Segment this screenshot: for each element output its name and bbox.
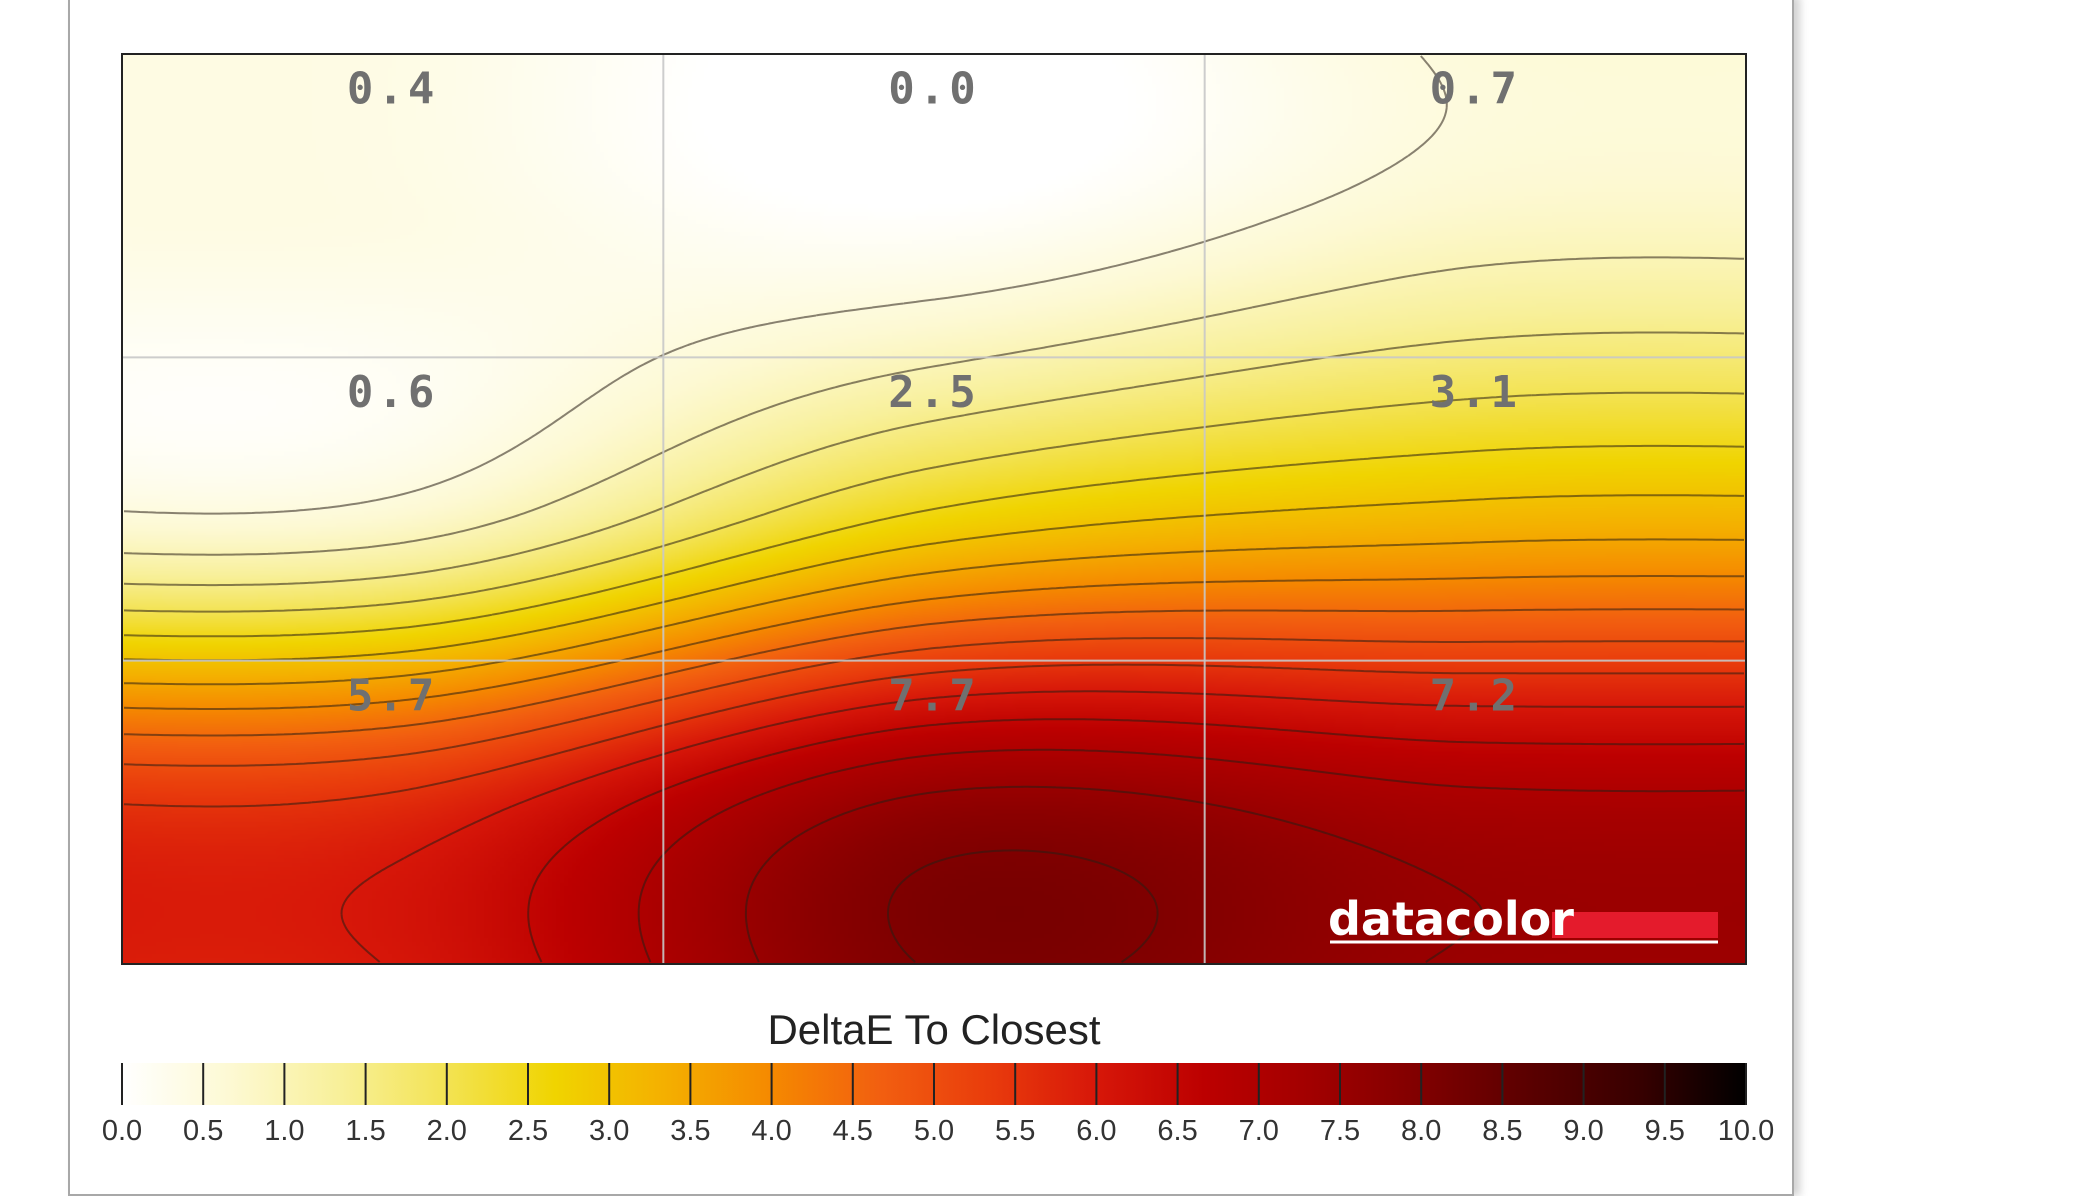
colorbar-tick-label: 2.0 (427, 1115, 467, 1147)
colorbar-tick-label: 1.0 (264, 1115, 304, 1147)
contour-line (123, 637, 1744, 767)
plot-border (121, 53, 1747, 965)
colorbar-tick-label: 0.0 (102, 1115, 142, 1147)
brand-logo-bar (1552, 912, 1718, 938)
colorbar-tick-label: 6.0 (1076, 1115, 1116, 1147)
cell-value-label: 5.7 (347, 670, 438, 721)
colorbar-tick-label: 10.0 (1718, 1115, 1774, 1147)
contour-line (123, 256, 1745, 556)
colorbar-ticks: 0.0 0.5 1.0 1.5 2.0 2.5 3.0 3.5 4.0 4.5 5.0 5.5 6.0 6… (102, 1063, 1774, 1147)
cell-value-label: 0.6 (347, 367, 438, 418)
contour-line (887, 849, 1159, 963)
colorbar-tick-label: 3.0 (589, 1115, 629, 1147)
contour-line (123, 391, 1745, 613)
colorbar-tick-label: 9.0 (1563, 1115, 1603, 1147)
contour-line (123, 444, 1745, 638)
colorbar-tick-label: 4.0 (751, 1115, 791, 1147)
cell-value-label: 0.7 (1430, 64, 1521, 115)
contour-line (123, 663, 1744, 808)
colorbar-tick-label: 8.5 (1482, 1115, 1522, 1147)
contour-lines (123, 55, 1745, 963)
colorbar-tick-label: 0.5 (183, 1115, 223, 1147)
colorbar-tick-label: 7.0 (1239, 1115, 1279, 1147)
colorbar-tick-label: 2.5 (508, 1115, 548, 1147)
cell-value-labels: 0.4 0.0 0.7 0.6 2.5 3.1 5.7 7.7 7.2 (347, 64, 1521, 722)
cell-value-label: 2.5 (888, 367, 979, 418)
cell-value-label: 0.0 (888, 64, 979, 115)
contour-line (123, 331, 1745, 587)
contour-line (637, 748, 1744, 963)
colorbar-tick-label: 5.5 (995, 1115, 1035, 1147)
colorbar-tick-label: 5.0 (914, 1115, 954, 1147)
cell-value-label: 7.7 (888, 670, 979, 721)
colorbar-tick-label: 1.5 (345, 1115, 385, 1147)
colorbar-tick-label: 9.5 (1645, 1115, 1685, 1147)
brand-logo-text: datacolor (1328, 892, 1574, 946)
contour-line (123, 55, 1448, 515)
cell-value-label: 7.2 (1430, 670, 1521, 721)
contour-line (123, 494, 1744, 662)
colorbar-tick-label: 6.5 (1157, 1115, 1197, 1147)
cell-value-label: 0.4 (347, 64, 438, 115)
grid-lines (122, 54, 1746, 964)
contour-line (744, 785, 1484, 963)
contour-line (123, 608, 1744, 737)
cell-value-label: 3.1 (1430, 367, 1521, 418)
contour-line (123, 575, 1744, 710)
contour-line (124, 538, 1744, 686)
colorbar-tick-label: 8.0 (1401, 1115, 1441, 1147)
brand-logo: datacolor (1328, 892, 1718, 946)
colorbar-tick-label: 3.5 (670, 1115, 710, 1147)
contour-line (340, 690, 1744, 963)
colorbar-tick-label: 7.5 (1320, 1115, 1360, 1147)
colorbar-tick-label: 4.5 (833, 1115, 873, 1147)
colorbar-title: DeltaE To Closest (767, 1006, 1100, 1053)
